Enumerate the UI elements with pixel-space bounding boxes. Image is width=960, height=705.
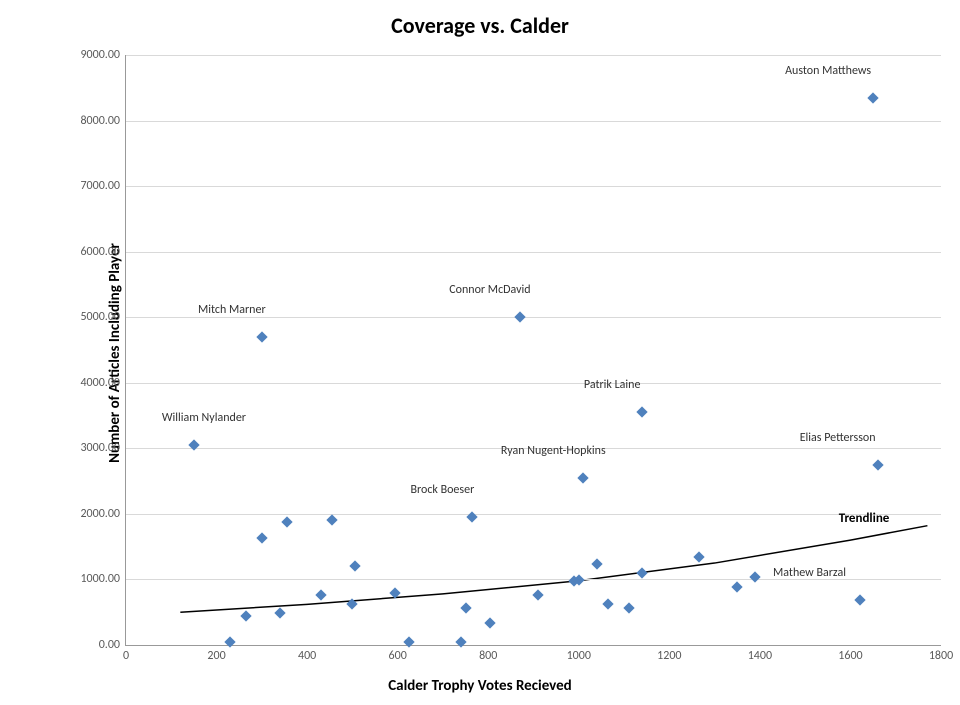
x-tick-label: 1200 — [657, 649, 681, 663]
y-tick-label: 4000.00 — [80, 376, 120, 390]
y-tick-label: 5000.00 — [80, 310, 120, 324]
x-tick-label: 800 — [479, 649, 497, 663]
trendline-label: Trendline — [839, 511, 890, 526]
y-tick-label: 3000.00 — [80, 441, 120, 455]
x-tick-label: 400 — [298, 649, 316, 663]
x-tick-label: 1000 — [567, 649, 591, 663]
chart-container: Coverage vs. Calder Number of Articles I… — [0, 0, 960, 705]
gridline-h — [126, 383, 941, 384]
gridline-h — [126, 186, 941, 187]
gridline-h — [126, 121, 941, 122]
gridline-h — [126, 55, 941, 56]
gridline-h — [126, 514, 941, 515]
data-point-label: Elias Pettersson — [800, 431, 876, 445]
y-tick-label: 8000.00 — [80, 114, 120, 128]
data-point-label: Mitch Marner — [198, 303, 266, 317]
trendline — [126, 55, 941, 645]
data-point-label: Mathew Barzal — [773, 566, 846, 580]
data-point-label: Brock Boeser — [410, 483, 474, 497]
x-tick-label: 200 — [207, 649, 225, 663]
data-point-label: Ryan Nugent-Hopkins — [501, 444, 606, 458]
x-tick-label: 1400 — [748, 649, 772, 663]
x-axis-label: Calder Trophy Votes Recieved — [0, 677, 960, 695]
data-point-label: Patrik Laine — [584, 378, 641, 392]
data-point-label: William Nylander — [162, 411, 246, 425]
plot-area: 0.001000.002000.003000.004000.005000.006… — [125, 55, 941, 646]
gridline-h — [126, 317, 941, 318]
x-tick-label: 1600 — [838, 649, 862, 663]
x-tick-label: 0 — [123, 649, 129, 663]
data-point-label: Auston Matthews — [785, 64, 871, 78]
data-point-label: Connor McDavid — [449, 283, 530, 297]
y-tick-label: 6000.00 — [80, 245, 120, 259]
x-tick-label: 1800 — [929, 649, 953, 663]
y-tick-label: 7000.00 — [80, 179, 120, 193]
chart-title: Coverage vs. Calder — [0, 12, 960, 39]
y-tick-label: 2000.00 — [80, 507, 120, 521]
y-axis-label: Number of Articles Including Player — [106, 243, 124, 463]
y-tick-label: 0.00 — [99, 638, 120, 652]
x-tick-label: 600 — [389, 649, 407, 663]
y-tick-label: 1000.00 — [80, 572, 120, 586]
y-tick-label: 9000.00 — [80, 48, 120, 62]
gridline-h — [126, 252, 941, 253]
